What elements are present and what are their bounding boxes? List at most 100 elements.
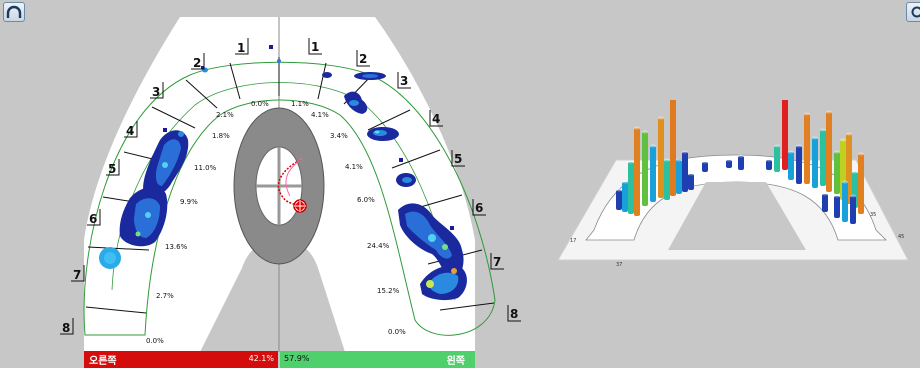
right-side-label: 오른쪽 [89,356,117,367]
tooth-number: 2 [193,56,201,70]
tooth-number: 7 [73,268,81,282]
3d-force-bars [616,100,864,224]
force-bar-cap [676,158,682,162]
force-bar-cap [812,136,818,140]
force-bar-cap [850,194,856,198]
force-bar-cap [634,126,640,130]
force-bar [670,100,676,196]
force-bar-cap [834,150,840,154]
force-bar [774,146,780,172]
tooth-number: 5 [454,152,462,166]
force-bar-cap [846,132,852,136]
force-bar [822,194,828,212]
tooth-percent: 9.9% [180,198,198,206]
force-bar-cap [726,158,732,162]
force-bar [804,114,810,184]
force-bar [826,112,832,192]
left-side-percent: 57.9% [284,354,310,363]
right-side-balance-bar: 오른쪽 42.1% [84,351,278,368]
force-bar [688,174,694,190]
3d-axis-label: 45 [898,234,904,240]
tooth-percent: 3.4% [330,132,348,140]
occlusion-arch-map: 1 2 3 4 5 6 7 8 1 2 3 4 5 6 7 8 0.0 [60,17,521,352]
force-bar [842,182,848,222]
tooth-percent: 13.6% [165,243,188,251]
force-bar [642,132,648,206]
tooth-number: 1 [237,41,245,55]
3d-axis-label: 35 [870,212,876,218]
force-bar-cap [664,158,670,162]
force-bar-cap [642,130,648,134]
tooth-percentages-left: 1.1% 4.1% 3.4% 4.1% 6.0% 24.4% 15.2% 0.0… [291,100,406,336]
tooth-number: 4 [432,112,440,126]
force-bar [682,152,688,192]
tooth-percent: 0.0% [251,100,269,108]
force-bar-cap [822,192,828,196]
force-bar-cap [766,158,772,162]
tooth-percent: 0.0% [146,337,164,345]
3d-palate [668,182,806,250]
force-bar-cap [804,112,810,116]
force-bar [834,152,840,194]
tooth-percent: 11.0% [194,164,217,172]
force-bar-cap [682,150,688,154]
force-bar [796,146,802,184]
arch-view-button[interactable] [3,2,25,22]
force-bar [834,196,840,218]
tooth-percent: 4.1% [311,111,329,119]
force-bar [738,156,744,170]
force-bar-cap [858,152,864,156]
tooth-number: 6 [475,201,483,215]
tooth-percent: 4.1% [345,163,363,171]
3d-axis-label: 37 [616,262,622,268]
refresh-icon [911,6,920,18]
tooth-number: 2 [359,52,367,66]
force-bar [616,190,622,210]
force-bar-cap [840,138,846,142]
tooth-number: 3 [152,85,160,99]
force-bar [858,154,864,214]
force-3d-view[interactable]: 17 37 35 45 [556,100,916,280]
left-side-balance-bar: 57.9% 왼쪽 [280,351,475,368]
contact-map [99,45,467,301]
force-bar [664,160,670,200]
force-bar [726,160,732,168]
force-bar-cap [820,128,826,132]
force-bar [628,162,634,214]
tooth-percent: 2.1% [216,111,234,119]
tooth-percent: 0.0% [388,328,406,336]
force-bar-cap [834,194,840,198]
tooth-percent: 6.0% [357,196,375,204]
force-bar-cap [852,170,858,174]
refresh-button[interactable] [906,2,920,22]
arch-midcurve [111,82,456,301]
force-bar-cap [622,180,628,184]
left-side-label: 왼쪽 [446,356,465,367]
tooth-number: 1 [311,40,319,54]
force-bar-cap [628,160,634,164]
occlusal-center-target [233,107,325,265]
force-bar-cap [688,172,694,176]
force-bar [812,138,818,188]
force-bar-cap [702,160,708,164]
tooth-percent: 24.4% [367,242,390,250]
force-bar [658,118,664,198]
force-bar-cap [650,144,656,148]
force-bar [622,182,628,212]
tooth-percentages-right: 0.0% 2.1% 1.8% 11.0% 9.9% 13.6% 2.7% 0.0… [146,100,269,345]
tooth-number: 5 [108,162,116,176]
force-bar-cap [616,188,622,192]
force-bar [850,196,856,224]
dental-arch-outline [83,61,496,336]
tooth-number: 8 [62,321,70,335]
force-bar [676,160,682,194]
tooth-percent: 1.8% [212,132,230,140]
tooth-number: 7 [493,255,501,269]
tooth-percent: 1.1% [291,100,309,108]
tooth-number: 6 [89,212,97,226]
tooth-percent: 2.7% [156,292,174,300]
tooth-number: 4 [126,124,134,138]
arch-icon [6,5,22,18]
tooth-percent: 15.2% [377,287,400,295]
force-bar [650,146,656,202]
